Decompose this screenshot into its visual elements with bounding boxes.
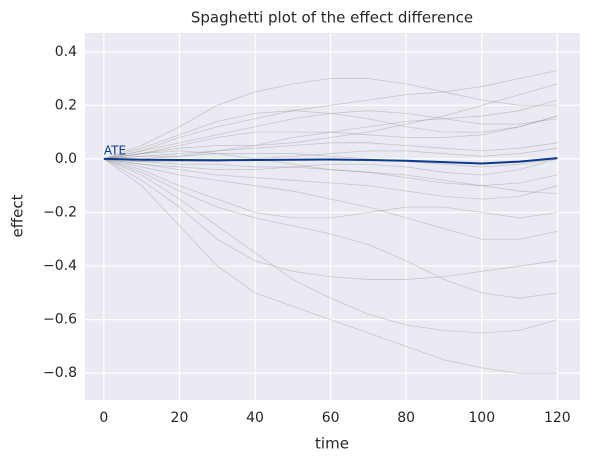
spaghetti-line xyxy=(103,70,558,160)
x-tick-label: 20 xyxy=(171,410,189,426)
spaghetti-line xyxy=(103,153,558,168)
y-tick-label: −0.6 xyxy=(43,312,77,328)
spaghetti-line xyxy=(103,99,558,160)
spaghetti-line xyxy=(103,147,558,162)
y-tick-label: −0.2 xyxy=(43,204,77,220)
spaghetti-line xyxy=(103,158,558,334)
spaghetti-line xyxy=(103,158,558,200)
x-tick-label: 0 xyxy=(99,410,108,426)
x-tick-label: 60 xyxy=(322,410,340,426)
y-tick-label: −0.4 xyxy=(43,258,77,274)
y-tick-label: 0.0 xyxy=(55,151,77,167)
x-axis-label: time xyxy=(315,435,349,453)
spaghetti-line xyxy=(103,158,558,240)
x-tick-label: 40 xyxy=(246,410,264,426)
spaghetti-line xyxy=(103,158,558,374)
spaghetti-line xyxy=(103,83,558,160)
spaghetti-line xyxy=(103,142,558,160)
spaghetti-line xyxy=(103,115,558,160)
x-tick-label: 80 xyxy=(397,410,415,426)
spaghetti-line xyxy=(103,158,558,219)
y-tick-label: 0.4 xyxy=(55,44,77,60)
y-tick-label: 0.2 xyxy=(55,97,77,113)
spaghetti-line xyxy=(103,110,558,160)
spaghetti-line xyxy=(103,110,558,160)
spaghetti-line xyxy=(103,150,558,195)
plot-area xyxy=(85,33,580,400)
spaghetti-line xyxy=(103,78,558,160)
spaghetti-line xyxy=(103,158,558,299)
y-axis-label: effect xyxy=(9,194,27,237)
spaghetti-line xyxy=(103,158,558,187)
ate-line xyxy=(103,157,558,165)
annotation: ATE xyxy=(104,143,126,157)
spaghetti-line xyxy=(103,158,558,176)
spaghetti-line xyxy=(103,158,558,280)
y-tick-label: −0.8 xyxy=(43,365,77,381)
x-tick-label: 100 xyxy=(468,410,495,426)
x-tick-label: 120 xyxy=(544,410,571,426)
chart-title: Spaghetti plot of the effect difference xyxy=(191,9,473,27)
